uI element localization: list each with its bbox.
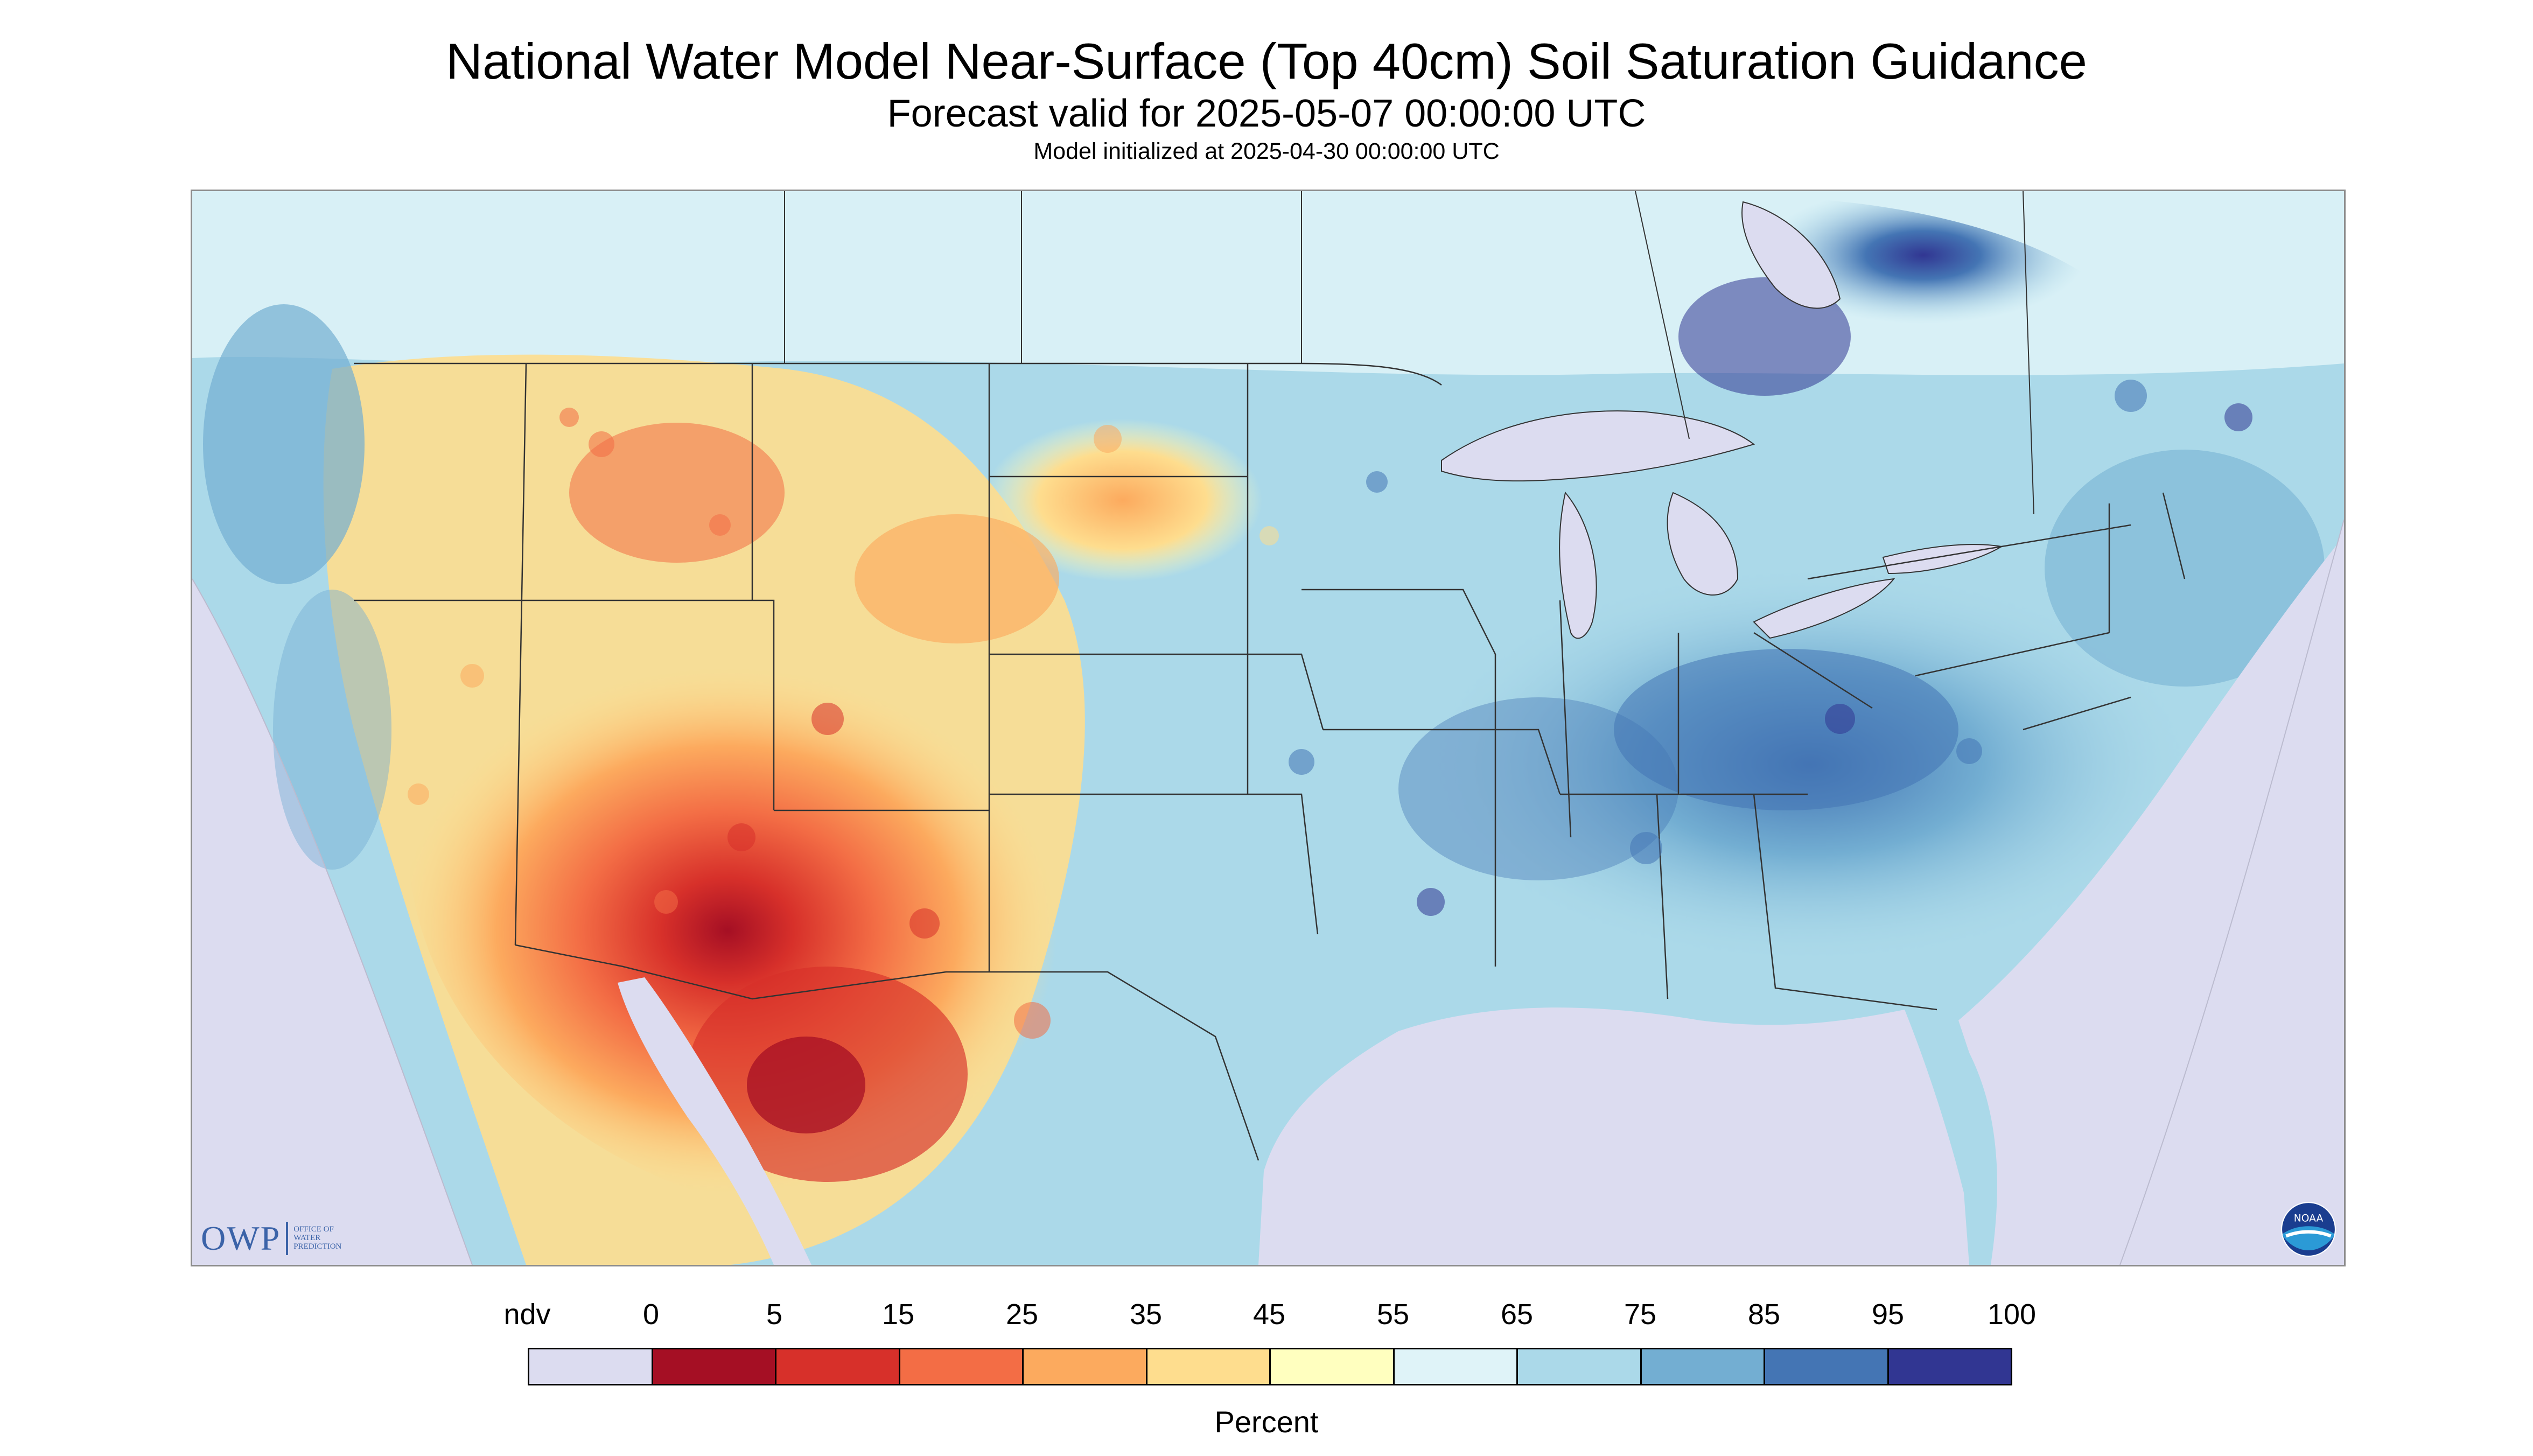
legend-tick-label: 5 xyxy=(766,1298,783,1331)
colorbar-swatch xyxy=(1024,1349,1147,1384)
colorbar-swatch xyxy=(1147,1349,1271,1384)
legend-ndv-label: ndv xyxy=(503,1298,551,1331)
mexico-driest-spot xyxy=(747,1037,865,1133)
colorbar-units: Percent xyxy=(1214,1405,1319,1439)
legend-tick-label: 45 xyxy=(1252,1298,1286,1331)
new-england-wet xyxy=(2045,450,2325,687)
gulf-of-california xyxy=(618,977,811,1265)
lake-huron xyxy=(1667,492,1739,596)
saturation-texture xyxy=(408,380,2252,1039)
map-title: National Water Model Near-Surface (Top 4… xyxy=(446,33,2087,89)
legend-tick-label: 85 xyxy=(1747,1298,1781,1331)
lake-erie xyxy=(1753,578,1895,639)
colorbar-swatch xyxy=(1888,1349,2011,1384)
lake-superior xyxy=(1441,410,1755,482)
california-coast-wet xyxy=(273,590,391,870)
wyoming-dry-patch xyxy=(855,514,1059,643)
legend-tick-label: 35 xyxy=(1129,1298,1163,1331)
legend-tick-label: 55 xyxy=(1376,1298,1410,1331)
pacific-nw-wet xyxy=(203,304,365,584)
colorbar-swatch xyxy=(1518,1349,1642,1384)
legend-tick-label: 0 xyxy=(642,1298,660,1331)
colorbar xyxy=(528,1348,2012,1385)
ohio-valley-wet xyxy=(1614,649,1958,810)
hudson-bay-south xyxy=(1741,201,1841,309)
model-init-line: Model initialized at 2025-04-30 00:00:00… xyxy=(1033,138,1500,164)
colorbar-swatch xyxy=(1765,1349,1889,1384)
owp-logo-text: OFFICE OF WATER PREDICTION xyxy=(293,1225,342,1251)
colorbar-swatch xyxy=(653,1349,776,1384)
map-panel: OWP OFFICE OF WATER PREDICTION NOAA xyxy=(191,190,2346,1266)
gulf-of-mexico xyxy=(1258,1007,1969,1265)
colorbar-swatch xyxy=(900,1349,1024,1384)
colorbar-labels: ndv 0 5 15 25 35 45 55 65 75 85 95 100 xyxy=(0,1298,2533,1335)
legend-tick-label: 100 xyxy=(1987,1298,2037,1331)
forecast-valid-line: Forecast valid for 2025-05-07 00:00:00 U… xyxy=(887,92,1646,135)
colorbar-swatch xyxy=(1641,1349,1765,1384)
lake-michigan xyxy=(1559,491,1597,639)
atlantic-ocean xyxy=(1958,536,2344,1265)
colorbar-swatch-ndv xyxy=(529,1349,653,1384)
owp-logo: OWP OFFICE OF WATER PREDICTION xyxy=(201,1219,341,1258)
noaa-logo: NOAA xyxy=(2281,1202,2336,1257)
legend-tick-label: 95 xyxy=(1871,1298,1905,1331)
colorbar-swatch xyxy=(776,1349,900,1384)
arkansas-wet xyxy=(1398,697,1678,880)
colorbar-swatch xyxy=(1394,1349,1518,1384)
owp-logo-divider xyxy=(286,1222,289,1255)
legend-tick-label: 15 xyxy=(881,1298,915,1331)
projection-edge xyxy=(192,519,2344,1265)
legend-tick-label: 65 xyxy=(1500,1298,1534,1331)
canada-province-borders xyxy=(784,191,2034,515)
state-borders xyxy=(354,362,2186,1161)
idaho-dry-patch xyxy=(569,423,785,563)
owp-logo-mark: OWP xyxy=(201,1219,281,1257)
legend-tick-label: 25 xyxy=(1005,1298,1039,1331)
noaa-logo-text: NOAA xyxy=(2294,1213,2324,1224)
colorbar-swatch xyxy=(1271,1349,1395,1384)
legend-tick-label: 75 xyxy=(1624,1298,1657,1331)
